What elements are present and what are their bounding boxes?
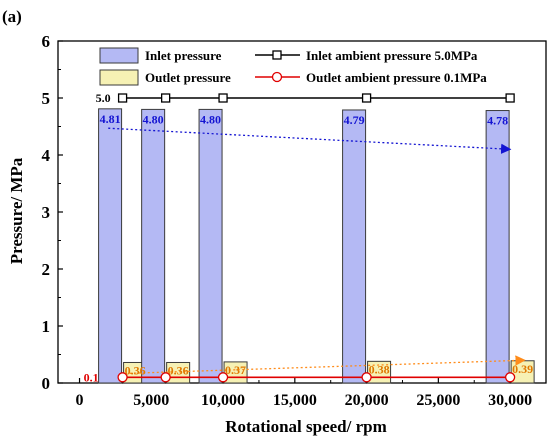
y-tick-label: 5 xyxy=(42,89,51,108)
inlet-ambient-marker xyxy=(361,93,372,103)
legend-label-outlet-ambient: Outlet ambient pressure 0.1MPa xyxy=(306,70,487,85)
inlet-pressure-bar xyxy=(485,110,510,384)
inlet-ambient-marker xyxy=(218,93,228,103)
x-tick-label: 15,000 xyxy=(273,392,317,409)
x-tick-label: 30,000 xyxy=(488,392,532,409)
x-tick-label: 0 xyxy=(76,392,84,409)
outlet-ambient-start-label: 0.1 xyxy=(84,370,99,384)
outlet-value-label: 0.36 xyxy=(125,363,146,377)
legend-label-outlet: Outlet pressure xyxy=(145,70,231,85)
inlet-value-label: 4.78 xyxy=(487,114,508,128)
x-axis-label: Rotational speed/ rpm xyxy=(225,417,387,436)
inlet-ambient-marker xyxy=(505,93,515,103)
outlet-ambient-marker xyxy=(117,372,128,383)
outlet-value-label: 0.37 xyxy=(225,363,246,377)
inlet-pressure-bar xyxy=(342,109,367,384)
outlet-ambient-marker xyxy=(504,372,516,383)
inlet-ambient-marker xyxy=(117,93,128,103)
outlet-value-label: 0.38 xyxy=(369,362,390,376)
outlet-trend-arrow xyxy=(129,355,526,374)
outlet-ambient-marker xyxy=(217,372,229,383)
legend-label-inlet-ambient: Inlet ambient pressure 5.0MPa xyxy=(306,48,478,63)
outlet-ambient-marker xyxy=(361,372,372,383)
panel-label: (a) xyxy=(2,7,22,26)
outlet-ambient-marker xyxy=(160,372,171,383)
legend-marker-outlet-ambient xyxy=(271,71,283,83)
y-tick-label: 3 xyxy=(42,203,51,222)
inlet-value-label: 4.80 xyxy=(143,112,164,126)
y-axis-label: Pressure/ MPa xyxy=(7,157,26,264)
inlet-value-label: 4.81 xyxy=(100,112,121,126)
inlet-trend-arrow xyxy=(108,127,512,155)
inlet-pressure-bar xyxy=(198,108,223,384)
inlet-value-label: 4.79 xyxy=(344,113,365,127)
y-tick-label: 0 xyxy=(42,374,51,393)
legend-label-inlet: Inlet pressure xyxy=(145,48,222,63)
inlet-pressure-bar xyxy=(141,108,166,384)
inlet-value-label: 4.80 xyxy=(200,112,221,126)
y-tick-label: 2 xyxy=(42,260,51,279)
inlet-ambient-marker xyxy=(160,93,171,103)
inlet-pressure-bar xyxy=(98,108,123,384)
x-tick-label: 10,000 xyxy=(201,392,245,409)
legend-swatch-outlet xyxy=(99,69,139,86)
plot-area: 0 1 2 3 4 5 6 0 5,000 10,000 15,000 20,000 25,000 30,… xyxy=(42,32,547,409)
outlet-value-label: 0.36 xyxy=(168,363,189,377)
legend-marker-inlet-ambient xyxy=(272,50,282,60)
y-tick-label: 6 xyxy=(42,32,51,51)
y-tick-label: 1 xyxy=(42,317,51,336)
x-tick-label: 25,000 xyxy=(416,392,460,409)
legend-swatch-inlet xyxy=(99,47,139,64)
outlet-value-label: 0.39 xyxy=(512,362,533,376)
plot-frame xyxy=(57,40,547,384)
x-tick-label: 20,000 xyxy=(345,392,389,409)
x-tick-label: 5,000 xyxy=(133,392,169,409)
inlet-ambient-start-label: 5.0 xyxy=(96,91,111,105)
y-tick-label: 4 xyxy=(42,146,51,165)
